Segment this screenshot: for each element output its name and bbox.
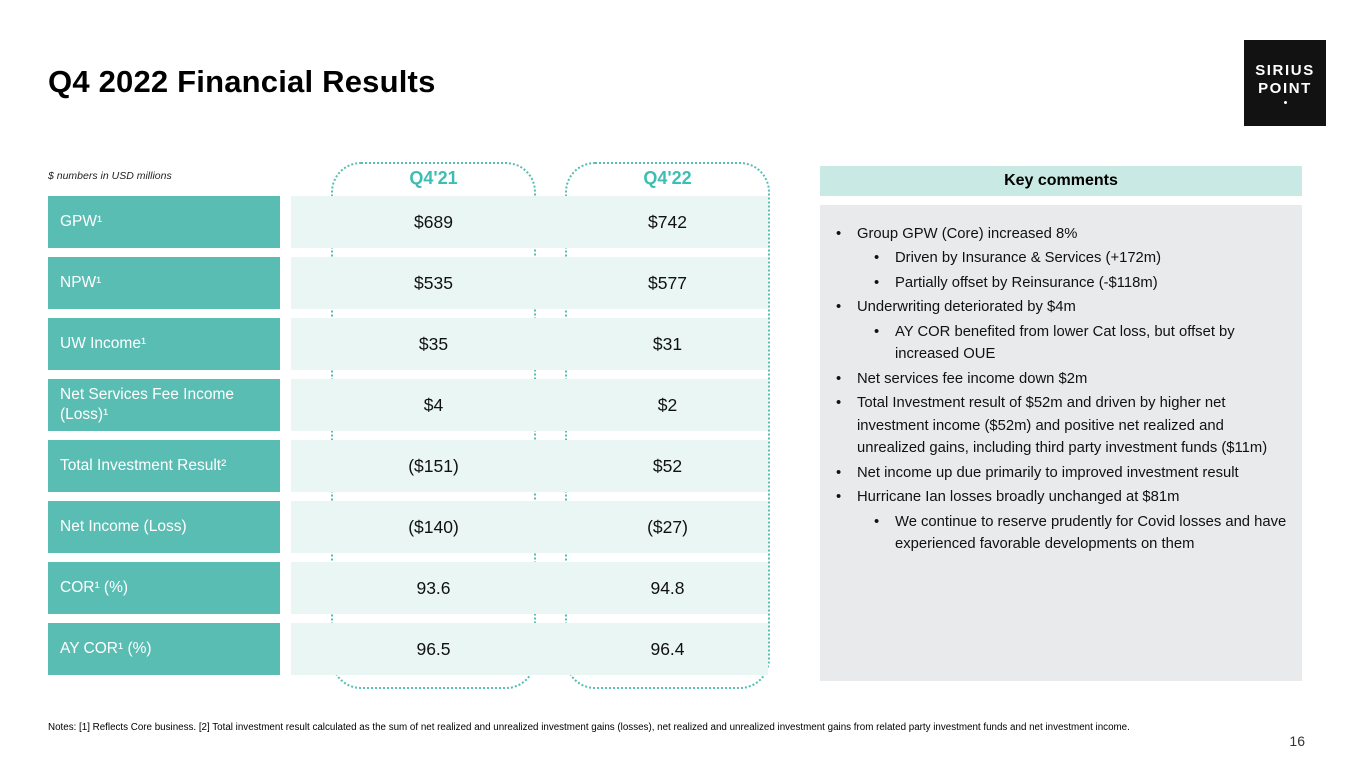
comment-item: • Driven by Insurance & Services (+172m) bbox=[820, 247, 1288, 269]
table-row: NPW¹ $535 $577 bbox=[48, 257, 768, 309]
units-note: $ numbers in USD millions bbox=[48, 170, 172, 182]
value-cell: $2 bbox=[657, 394, 678, 415]
value-cell: 94.8 bbox=[650, 577, 685, 598]
value-cell: $577 bbox=[648, 272, 687, 293]
bullet-icon: • bbox=[836, 395, 842, 412]
comment-item: • Partially offset by Reinsurance (-$118m… bbox=[820, 272, 1288, 294]
bullet-icon: • bbox=[836, 370, 842, 387]
row-values-band: $535 $577 bbox=[291, 257, 768, 309]
value-cell: $35 bbox=[418, 333, 449, 354]
comment-item: • Net services fee income down $2m bbox=[820, 368, 1288, 390]
value-cell: $689 bbox=[414, 211, 453, 232]
bullet-icon: • bbox=[874, 250, 880, 267]
row-values-band: 96.5 96.4 bbox=[291, 623, 768, 675]
comment-text: Driven by Insurance & Services (+172m) bbox=[895, 250, 1162, 267]
bullet-icon: • bbox=[836, 464, 842, 481]
page-title: Q4 2022 Financial Results bbox=[48, 64, 436, 99]
row-label: COR¹ (%) bbox=[48, 562, 280, 614]
value-cell: $535 bbox=[414, 272, 453, 293]
comment-item: • Hurricane Ian losses broadly unchanged … bbox=[820, 486, 1288, 508]
row-label: AY COR¹ (%) bbox=[48, 623, 280, 675]
logo-dot-icon bbox=[1283, 101, 1287, 105]
bullet-icon: • bbox=[874, 513, 880, 530]
row-label: Net Income (Loss) bbox=[48, 501, 280, 553]
value-cell: 96.5 bbox=[416, 638, 451, 659]
value-cell: ($140) bbox=[408, 516, 459, 537]
page-number: 16 bbox=[1289, 733, 1305, 749]
row-values-band: $689 $742 bbox=[291, 196, 768, 248]
table-row: COR¹ (%) 93.6 94.8 bbox=[48, 562, 768, 614]
row-values-band: 93.6 94.8 bbox=[291, 562, 768, 614]
row-label: GPW¹ bbox=[48, 196, 280, 248]
row-label: NPW¹ bbox=[48, 257, 280, 309]
value-cell: 96.4 bbox=[650, 638, 685, 659]
comment-text: AY COR benefited from lower Cat loss, bu… bbox=[895, 323, 1235, 363]
key-comments-header: Key comments bbox=[820, 166, 1302, 196]
logo-line2: POINT bbox=[1258, 80, 1312, 97]
column-header-q422: Q4'22 bbox=[643, 168, 692, 188]
comment-text: We continue to reserve prudently for Cov… bbox=[895, 513, 1287, 553]
table-row: Total Investment Result² ($151) $52 bbox=[48, 440, 768, 492]
comment-text: Net income up due primarily to improved … bbox=[857, 464, 1239, 481]
value-cell: ($27) bbox=[647, 516, 688, 537]
comment-text: Partially offset by Reinsurance (-$118m) bbox=[895, 274, 1158, 291]
value-cell: 93.6 bbox=[416, 577, 451, 598]
bullet-icon: • bbox=[836, 489, 842, 506]
bullet-icon: • bbox=[874, 274, 880, 291]
key-comments-panel: • Group GPW (Core) increased 8% • Driven by… bbox=[820, 205, 1302, 681]
comment-item: • AY COR benefited from lower Cat loss, b… bbox=[820, 321, 1288, 366]
row-values-band: $4 $2 bbox=[291, 379, 768, 431]
comment-text: Net services fee income down $2m bbox=[857, 370, 1088, 387]
row-label: Total Investment Result² bbox=[48, 440, 280, 492]
row-values-band: ($151) $52 bbox=[291, 440, 768, 492]
bullet-icon: • bbox=[874, 323, 880, 340]
comment-text: Group GPW (Core) increased 8% bbox=[857, 226, 1078, 242]
comment-text: Total Investment result of $52m and driv… bbox=[857, 395, 1268, 457]
siriuspoint-logo: SIRIUS POINT bbox=[1244, 40, 1326, 126]
comment-item: • Group GPW (Core) increased 8% bbox=[820, 223, 1288, 245]
bullet-icon: • bbox=[836, 299, 842, 316]
table-row: GPW¹ $689 $742 bbox=[48, 196, 768, 248]
row-values-band: ($140) ($27) bbox=[291, 501, 768, 553]
value-cell: $4 bbox=[423, 394, 444, 415]
comment-item: • We continue to reserve prudently for Co… bbox=[820, 511, 1288, 556]
comment-item: • Underwriting deteriorated by $4m bbox=[820, 296, 1288, 318]
comment-text: Hurricane Ian losses broadly unchanged a… bbox=[857, 489, 1180, 506]
table-row: AY COR¹ (%) 96.5 96.4 bbox=[48, 623, 768, 675]
column-header-q421: Q4'21 bbox=[409, 168, 458, 188]
value-cell: $31 bbox=[652, 333, 683, 354]
value-cell: ($151) bbox=[408, 455, 459, 476]
comment-item: • Net income up due primarily to improved… bbox=[820, 462, 1288, 484]
logo-line1: SIRIUS bbox=[1255, 61, 1315, 79]
value-cell: $742 bbox=[648, 211, 687, 232]
comment-item: • Total Investment result of $52m and dri… bbox=[820, 392, 1288, 459]
row-label: UW Income¹ bbox=[48, 318, 280, 370]
bullet-icon: • bbox=[836, 226, 842, 242]
table-row: UW Income¹ $35 $31 bbox=[48, 318, 768, 370]
comment-text: Underwriting deteriorated by $4m bbox=[857, 299, 1076, 316]
row-values-band: $35 $31 bbox=[291, 318, 768, 370]
table-row: Net Services Fee Income (Loss)¹ $4 $2 bbox=[48, 379, 768, 431]
value-cell: $52 bbox=[652, 455, 683, 476]
financial-results-table: GPW¹ $689 $742 NPW¹ $535 $577 UW Income¹ $35 $31… bbox=[48, 196, 768, 675]
row-label: Net Services Fee Income (Loss)¹ bbox=[48, 379, 280, 431]
footnotes: Notes: [1] Reflects Core business. [2] T… bbox=[48, 722, 1130, 733]
table-row: Net Income (Loss) ($140) ($27) bbox=[48, 501, 768, 553]
